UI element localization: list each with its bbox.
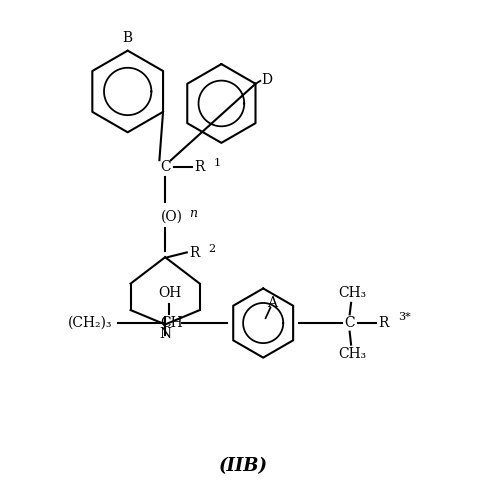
Text: R: R	[194, 160, 205, 174]
Text: (IIB): (IIB)	[219, 457, 267, 475]
Text: CH: CH	[160, 316, 183, 330]
Text: n: n	[189, 208, 197, 220]
Text: 3*: 3*	[398, 312, 411, 322]
Text: C: C	[160, 160, 171, 174]
Text: CH₃: CH₃	[338, 348, 366, 362]
Text: 1: 1	[213, 158, 220, 168]
Text: N: N	[159, 327, 171, 341]
Text: 2: 2	[208, 244, 215, 254]
Text: OH: OH	[158, 286, 181, 300]
Text: A: A	[267, 296, 277, 310]
Text: R: R	[189, 246, 200, 260]
Text: (O): (O)	[161, 210, 183, 224]
Text: R: R	[379, 316, 389, 330]
Text: CH₃: CH₃	[338, 286, 366, 300]
Text: C: C	[345, 316, 355, 330]
Text: D: D	[261, 73, 272, 87]
Text: (CH₂)₃: (CH₂)₃	[68, 316, 112, 330]
Text: B: B	[122, 31, 133, 45]
